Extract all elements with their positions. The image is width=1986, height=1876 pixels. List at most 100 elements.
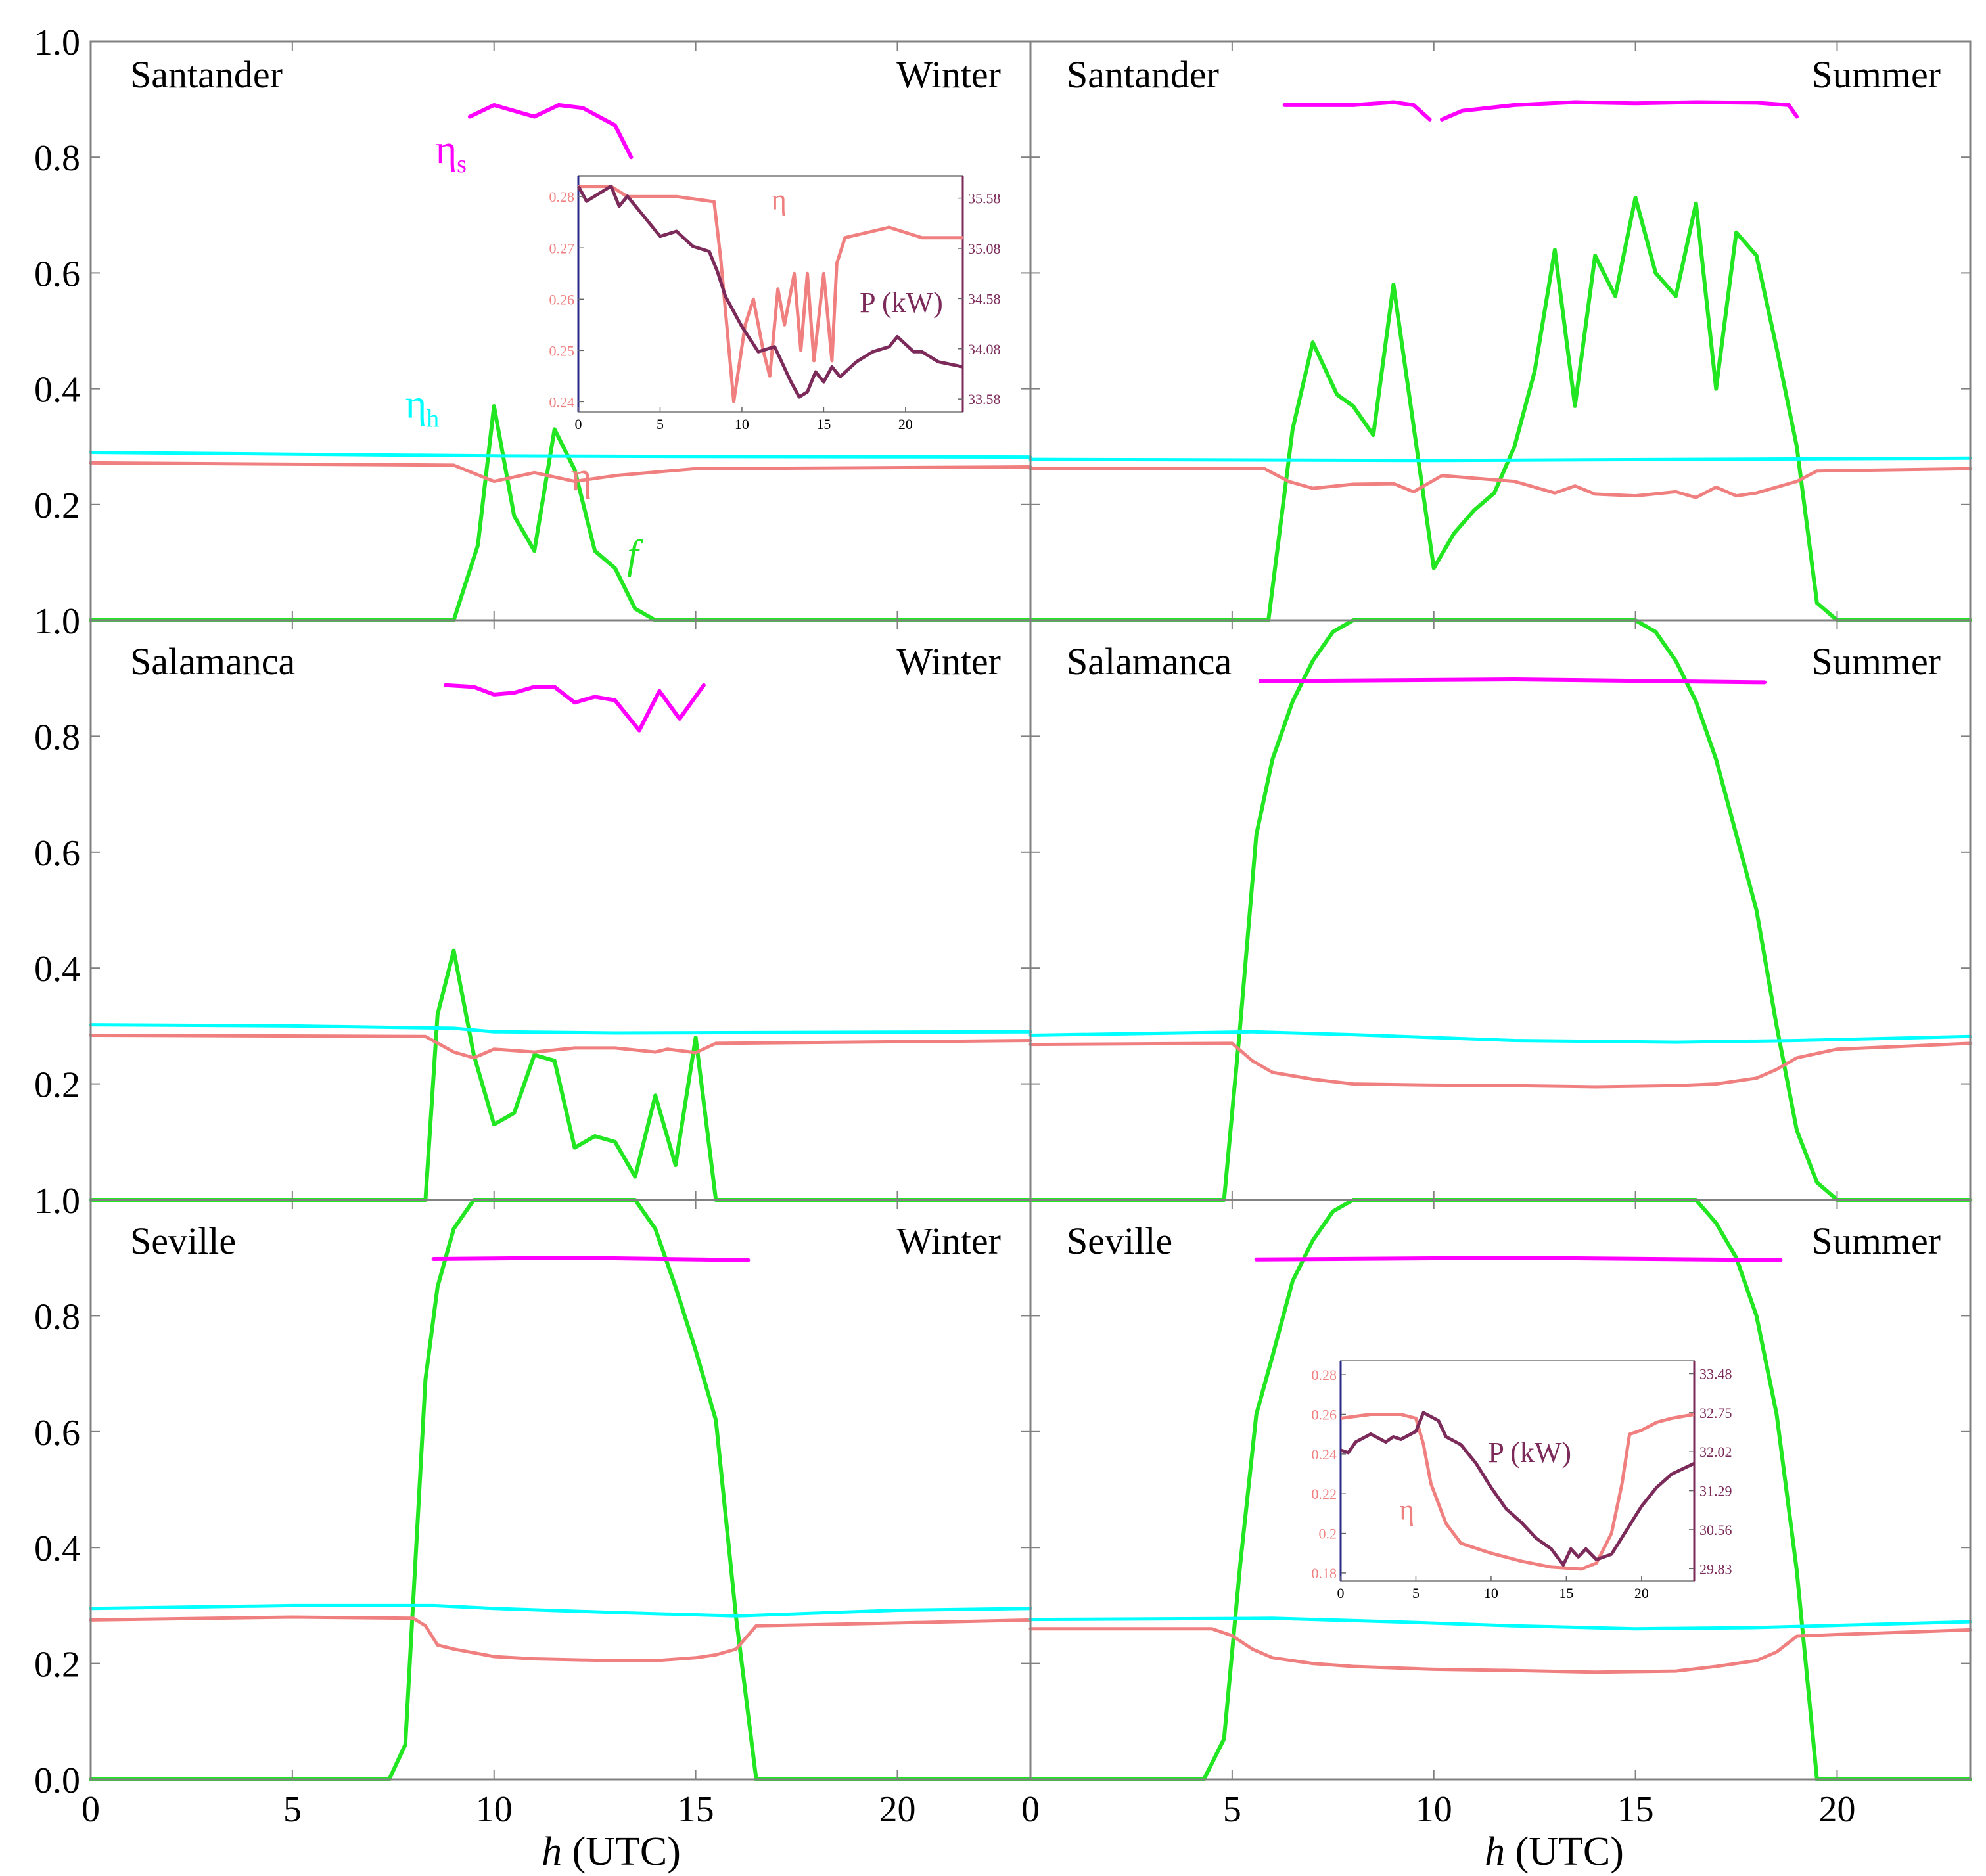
inset-right-tick-label: 34.58 [968,290,1001,307]
series-eta_h [89,1603,1032,1618]
inset-x-tick-label: 5 [1412,1585,1420,1601]
inset-left-tick-label: 0.24 [549,394,575,410]
series-f [89,948,1032,1202]
inset-x-tick-label: 20 [1634,1585,1649,1601]
inset-x-tick-label: 15 [816,416,831,432]
panel-city-label: Santander [1067,53,1219,96]
inset-left-tick-label: 0.26 [1312,1406,1337,1423]
x-axis-unit: (UTC) [1505,1829,1624,1874]
inset-right-tick-label: 33.58 [968,391,1001,407]
series-eta_h [1028,1030,1972,1044]
annotation-f: f [627,533,643,578]
panel-season-label: Summer [1811,1220,1941,1262]
inset-label-power: P (kW) [1488,1436,1571,1469]
inset-series-eta [578,185,963,403]
y-tick-label: 1.0 [34,1181,80,1222]
inset-left-tick-label: 0.18 [1312,1565,1337,1582]
y-tick-label: 0.4 [34,949,80,990]
inset-right-tick-label: 31.29 [1699,1483,1732,1499]
series-eta_s [467,103,634,160]
x-tick-label: 10 [476,1789,513,1830]
y-tick-label: 0.2 [34,486,80,526]
annotation-eta-s-subscript: s [457,150,467,178]
inset-0: 0 5 10 15 20 0.24 0.25 0.26 0.27 0.28 33.58 34.08 34… [549,175,1001,432]
series-eta_s [1282,100,1799,122]
tick-labels: 0.2 0.4 0.6 0.8 1.0 0.2 0.4 0.6 0.8 1.0 0.0 0.2 0.4 0… [34,22,1855,1830]
x-tick-label: 5 [283,1789,302,1830]
inset-x-tick-label: 10 [1484,1585,1498,1601]
series-f [1028,195,1972,622]
inset-left-tick-label: 0.28 [1312,1367,1337,1383]
x-tick-label: 0 [81,1789,100,1830]
panel-seville-winter: Seville Winter [89,1198,1032,1781]
inset-right-tick-label: 29.83 [1699,1561,1732,1577]
inset-label-eta: η [772,184,787,216]
series-eta [1028,1627,1972,1674]
panel-city-label: Santander [130,53,283,96]
series-f [1028,618,1972,1202]
panel-frame [1029,1199,1972,1781]
insets: 0 5 10 15 20 0.24 0.2 5 0.26 0.27 0.28 33.58 34.08 34… [549,175,1732,1601]
series-f [89,404,1032,622]
panel-season-label: Winter [896,53,1001,96]
x-tick-label: 5 [1223,1789,1241,1830]
inset-x-tick-label: 5 [657,416,664,432]
inset-left-tick-label: 0.28 [549,189,575,205]
panel-frames [89,40,1972,1781]
series-eta_h [89,1023,1032,1035]
inset-right-tick-label: 35.58 [968,191,1001,207]
inset-left-tick-label: 0.27 [549,240,575,256]
series-f [1028,1198,1972,1781]
y-tick-label: 0.4 [34,1528,80,1569]
inset-left-tick-label: 0.22 [1312,1486,1337,1502]
y-tick-label: 1.0 [34,22,80,63]
y-tick-label: 0.2 [34,1065,80,1106]
x-tick-label: 15 [1617,1789,1654,1830]
y-tick-label: 0.2 [34,1645,80,1685]
panel-season-label: Winter [896,1220,1001,1262]
x-tick-label: 15 [678,1789,714,1830]
y-tick-label: 0.8 [34,1296,80,1337]
y-tick-label: 0.6 [34,1413,80,1453]
panel-season-label: Summer [1811,53,1941,96]
x-axis-title-right: h (UTC) [1485,1829,1624,1874]
inset-right-tick-label: 32.02 [1699,1444,1732,1460]
panel-salamanca-summer: Salamanca Summer [1028,618,1972,1202]
inset-right-tick-label: 32.75 [1699,1405,1732,1421]
x-axis-unit: (UTC) [562,1829,681,1874]
inset-x-tick-label: 0 [575,416,582,432]
y-tick-label: 0.0 [34,1760,80,1801]
x-axis-title-left: h (UTC) [542,1829,681,1874]
series-eta_h [89,451,1032,459]
series-eta_s [1258,677,1767,685]
panel-city-label: Salamanca [130,640,295,683]
panel-frame [89,619,1032,1201]
inset-series-power [1340,1411,1696,1567]
inset-right-tick-label: 35.08 [968,240,1001,257]
y-tick-label: 0.8 [34,138,80,179]
inset-frame [1340,1360,1695,1582]
inset-series-eta [1340,1413,1695,1571]
panel-city-label: Salamanca [1067,640,1232,683]
inset-label-eta: η [1399,1494,1414,1526]
axis-titles: h (UTC) h (UTC) [542,1829,1624,1874]
annotation-eta-h: ηh [405,382,439,433]
x-tick-label: 20 [879,1789,915,1830]
inset-x-tick-label: 10 [735,416,749,432]
series-eta_s [444,683,706,733]
annotation-eta: η [570,455,591,499]
series-eta_s [431,1256,751,1262]
panel-santander-summer: Santander Summer [1028,53,1972,622]
inset-x-tick-label: 15 [1559,1585,1573,1601]
panel-city-label: Seville [1067,1220,1172,1262]
series-eta_h [1028,456,1972,463]
inset-left-tick-label: 0.2 [1319,1526,1337,1542]
inset-right-tick-label: 34.08 [968,341,1001,357]
inset-right-tick-label: 33.48 [1699,1366,1732,1383]
series-eta [89,1615,1032,1662]
x-axis-var: h [542,1829,562,1874]
annotation-eta-h-subscript: h [427,405,439,433]
y-tick-label: 0.8 [34,717,80,758]
